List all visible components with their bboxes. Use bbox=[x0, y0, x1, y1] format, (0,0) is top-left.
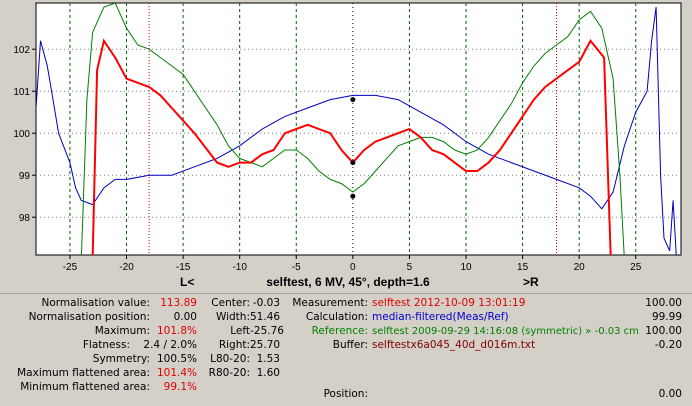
y-tick-label: 98 bbox=[19, 213, 31, 224]
chart-svg[interactable]: -25 -20 -15 -10 -5 0 5 10 15 20 25 98 99 100 101 102 L… bbox=[0, 0, 692, 293]
center-point bbox=[350, 160, 356, 166]
reference-label: Reference: bbox=[311, 325, 368, 337]
maximum-value: 101.8% bbox=[156, 325, 197, 337]
normalisation-value: 113.89 bbox=[160, 297, 197, 309]
normalisation-position: 0.00 bbox=[173, 311, 197, 323]
r80-20-value: 1.60 bbox=[256, 367, 280, 379]
max-flattened-area-value: 101.4% bbox=[156, 367, 197, 379]
x-tick-layer: -25 -20 -15 -10 -5 0 5 10 15 20 25 bbox=[63, 255, 642, 273]
plot-area bbox=[35, 2, 682, 256]
left-marker-label: L< bbox=[180, 275, 194, 289]
reference-number: 100.00 bbox=[645, 325, 682, 337]
measurement-value: selftest 2012-10-09 13:01:19 bbox=[372, 297, 526, 309]
series-layer bbox=[36, 3, 677, 255]
x-tick-label: 20 bbox=[574, 262, 586, 273]
x-tick-label: -15 bbox=[176, 262, 191, 273]
right-value: 25.70 bbox=[250, 339, 281, 351]
measurement-label: Measurement: bbox=[292, 297, 368, 309]
r80-20-label: R80-20: bbox=[208, 367, 250, 379]
series-line bbox=[80, 3, 625, 255]
info-panel: Normalisation value: 113.89 Normalisatio… bbox=[0, 293, 692, 406]
width-value: 51.46 bbox=[250, 311, 281, 323]
center-label: Center: bbox=[211, 297, 250, 309]
right-marker-label: >R bbox=[523, 275, 539, 289]
x-tick-label: 10 bbox=[460, 262, 472, 273]
maximum-label: Maximum: bbox=[94, 325, 150, 337]
min-flattened-area-label: Minimum flattened area: bbox=[20, 381, 150, 393]
right-label: Right: bbox=[218, 339, 250, 351]
position-label: Position: bbox=[323, 388, 368, 400]
y-tick-layer: 98 99 100 101 102 bbox=[13, 45, 36, 224]
min-flattened-area-value: 99.1% bbox=[163, 381, 197, 393]
position-number: 0.00 bbox=[658, 388, 682, 400]
calculation-value: median-filtered(Meas/Ref) bbox=[372, 311, 509, 323]
x-tick-label: -25 bbox=[63, 262, 78, 273]
buffer-value: selftestx6a045_40d_d016m.txt bbox=[372, 339, 536, 351]
buffer-label: Buffer: bbox=[332, 339, 368, 351]
buffer-number: -0.20 bbox=[654, 339, 682, 351]
series-line bbox=[91, 38, 612, 255]
l80-20-label: L80-20: bbox=[210, 353, 250, 365]
flatness-label: Flatness: bbox=[82, 339, 130, 351]
x-tick-label: 5 bbox=[407, 262, 413, 273]
series-line bbox=[36, 7, 677, 255]
left-value: -25.76 bbox=[250, 325, 284, 337]
symmetry-value: 100.5% bbox=[156, 353, 197, 365]
y-tick-label: 101 bbox=[13, 87, 30, 98]
x-tick-label: 0 bbox=[350, 262, 356, 273]
flatness-value: 2.4 / 2.0% bbox=[143, 339, 197, 351]
center-value: -0.03 bbox=[252, 297, 280, 309]
y-tick-label: 100 bbox=[13, 129, 30, 140]
normalisation-position-label: Normalisation position: bbox=[28, 311, 150, 323]
center-point bbox=[350, 97, 356, 103]
max-flattened-area-label: Maximum flattened area: bbox=[17, 367, 150, 379]
x-tick-label: -5 bbox=[292, 262, 301, 273]
y-tick-label: 99 bbox=[19, 171, 31, 182]
x-tick-label: -10 bbox=[232, 262, 247, 273]
l80-20-value: 1.53 bbox=[256, 353, 280, 365]
left-label: Left bbox=[230, 325, 250, 337]
points-layer bbox=[350, 97, 356, 199]
reference-value: selftest 2009-09-29 14:16:08 (symmetric)… bbox=[372, 326, 639, 337]
chart-title: selftest, 6 MV, 45°, depth=1.6 bbox=[266, 275, 430, 289]
measurement-number: 100.00 bbox=[645, 297, 682, 309]
x-tick-label: -20 bbox=[119, 262, 134, 273]
symmetry-label: Symmetry: bbox=[92, 353, 150, 365]
center-point bbox=[350, 193, 356, 199]
normalisation-value-label: Normalisation value: bbox=[41, 297, 150, 309]
x-tick-label: 25 bbox=[630, 262, 642, 273]
calculation-number: 99.99 bbox=[651, 311, 682, 323]
width-label: Width: bbox=[215, 311, 250, 323]
x-tick-label: 15 bbox=[517, 262, 529, 273]
calculation-label: Calculation: bbox=[305, 311, 368, 323]
y-tick-label: 102 bbox=[13, 45, 30, 56]
profile-chart[interactable]: -25 -20 -15 -10 -5 0 5 10 15 20 25 98 99 100 101 102 L… bbox=[0, 0, 692, 293]
